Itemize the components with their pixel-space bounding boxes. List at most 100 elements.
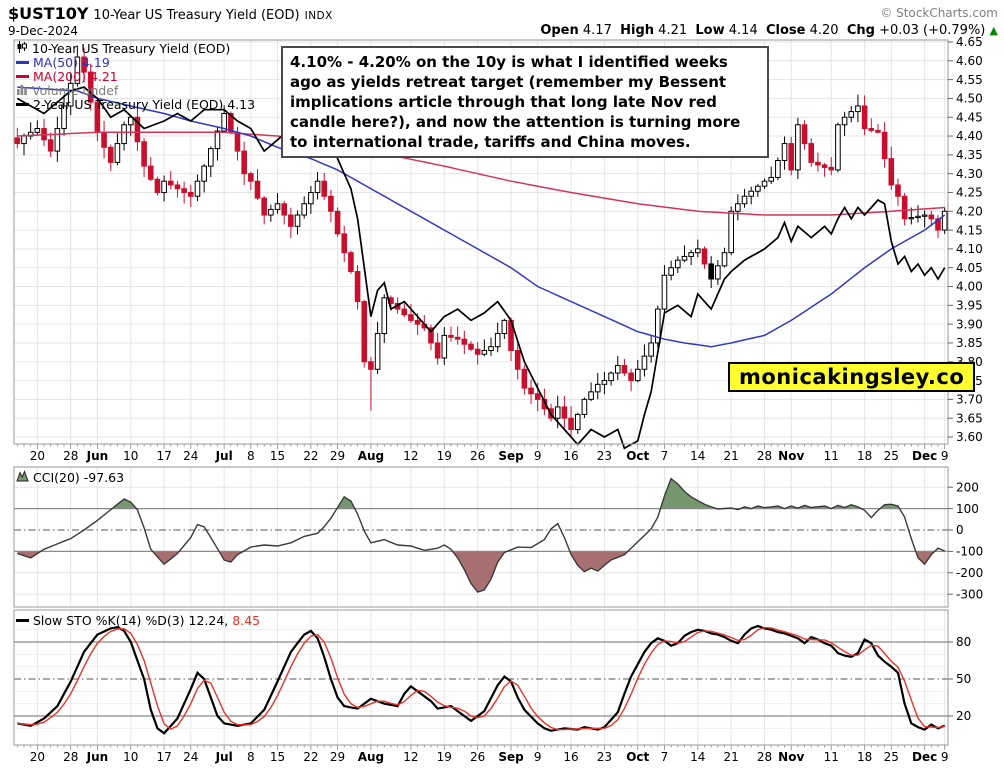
close-label: Close xyxy=(765,23,806,38)
svg-text:Aug: Aug xyxy=(358,449,384,463)
cci-oversold-fill xyxy=(17,551,945,593)
svg-text:Aug: Aug xyxy=(358,750,384,764)
svg-text:23: 23 xyxy=(597,750,612,764)
legend-row-ma50: MA(50) 4.19 xyxy=(16,54,255,70)
svg-text:19: 19 xyxy=(437,750,452,764)
legend-row-2y: 2-Year US Treasury Yield (EOD) 4.13 xyxy=(16,96,256,112)
cci-panel xyxy=(14,477,948,593)
legend-ma50-label: MA(50) 4.19 xyxy=(33,54,110,70)
svg-text:3.70: 3.70 xyxy=(956,393,983,407)
ust2y-line xyxy=(16,86,946,450)
svg-text:8: 8 xyxy=(247,750,255,764)
legend-row-10y: 10-Year US Treasury Yield (EOD) xyxy=(16,40,255,56)
svg-text:3.95: 3.95 xyxy=(956,299,983,313)
svg-text:3.85: 3.85 xyxy=(956,336,983,350)
close-value: 4.20 xyxy=(809,23,839,38)
svg-text:16: 16 xyxy=(563,750,578,764)
svg-text:-200: -200 xyxy=(956,566,983,580)
legend-row-ma200: MA(200) 4.21 xyxy=(16,69,255,84)
cci-line xyxy=(17,477,945,593)
svg-text:4.65: 4.65 xyxy=(956,35,983,49)
candlestick-icon xyxy=(16,40,28,56)
svg-text:7: 7 xyxy=(661,750,669,764)
svg-text:26: 26 xyxy=(470,449,485,463)
open-label: Open xyxy=(540,23,579,38)
chg-value: +0.03 (+0.79%) xyxy=(879,23,986,38)
candlestick-series xyxy=(14,45,948,437)
sto-legend-label: Slow STO %K(14) %D(3) 12.24, xyxy=(33,613,229,628)
svg-text:200: 200 xyxy=(956,480,979,494)
svg-text:Jun: Jun xyxy=(86,750,109,764)
svg-text:16: 16 xyxy=(563,449,578,463)
svg-text:15: 15 xyxy=(270,449,285,463)
svg-text:3.65: 3.65 xyxy=(956,411,983,425)
svg-text:-300: -300 xyxy=(956,587,983,601)
svg-text:17: 17 xyxy=(156,750,171,764)
low-value: 4.14 xyxy=(728,23,758,38)
legend-2y-label: 2-Year US Treasury Yield (EOD) 4.13 xyxy=(33,96,256,112)
svg-text:50: 50 xyxy=(956,672,971,686)
legend-volume-label: Volume undef xyxy=(32,82,119,98)
cci-panel-legend: CCI(20) -97.63 xyxy=(16,470,124,485)
svg-text:4.30: 4.30 xyxy=(956,167,983,181)
svg-text:Oct: Oct xyxy=(626,449,649,463)
svg-text:14: 14 xyxy=(690,750,705,764)
svg-text:12: 12 xyxy=(403,449,418,463)
high-label: High xyxy=(620,23,655,38)
svg-text:20: 20 xyxy=(30,750,45,764)
svg-text:4.60: 4.60 xyxy=(956,54,983,68)
svg-text:22: 22 xyxy=(303,449,318,463)
sto-line-icon xyxy=(16,619,29,622)
svg-text:4.25: 4.25 xyxy=(956,186,983,200)
svg-text:3.60: 3.60 xyxy=(956,430,983,444)
svg-text:10: 10 xyxy=(123,750,138,764)
svg-text:4.35: 4.35 xyxy=(956,148,983,162)
main-price-panel xyxy=(14,45,948,450)
svg-text:4.10: 4.10 xyxy=(956,242,983,256)
sto-panel xyxy=(14,624,948,735)
symbol-ticker: $UST10Y xyxy=(8,4,89,23)
svg-text:22: 22 xyxy=(303,750,318,764)
quote-line: Open 4.17 High 4.21 Low 4.14 Close 4.20 … xyxy=(540,23,998,38)
sto-k-line xyxy=(17,624,946,735)
svg-text:Sep: Sep xyxy=(498,449,524,463)
svg-text:Dec: Dec xyxy=(912,750,937,764)
watermark-badge: monicakingsley.co xyxy=(728,362,976,392)
sto-d-value: 8.45 xyxy=(232,613,261,628)
svg-text:7: 7 xyxy=(661,449,669,463)
svg-text:4.00: 4.00 xyxy=(956,280,983,294)
svg-text:24: 24 xyxy=(183,449,198,463)
svg-text:4.40: 4.40 xyxy=(956,129,983,143)
svg-text:Sep: Sep xyxy=(498,750,524,764)
ma200-line xyxy=(17,131,945,216)
svg-text:20: 20 xyxy=(956,709,971,723)
svg-text:4.20: 4.20 xyxy=(956,204,983,218)
symbol-title: 10-Year US Treasury Yield (EOD) xyxy=(93,8,300,23)
ma50-line-icon xyxy=(16,60,29,64)
svg-text:100: 100 xyxy=(956,502,979,516)
svg-text:24: 24 xyxy=(183,750,198,764)
svg-text:4.45: 4.45 xyxy=(956,110,983,124)
svg-text:Jul: Jul xyxy=(215,750,233,764)
chart-date: 9-Dec-2024 xyxy=(8,24,79,38)
ma200-line-icon xyxy=(16,74,29,78)
svg-text:4.55: 4.55 xyxy=(956,73,983,87)
author-annotation-box: 4.10% - 4.20% on the 10y is what I ident… xyxy=(281,46,769,158)
sto-panel-legend: Slow STO %K(14) %D(3) 12.24, 8.45 xyxy=(16,613,260,628)
svg-text:8: 8 xyxy=(247,449,255,463)
svg-text:21: 21 xyxy=(724,449,739,463)
chg-up-icon: ▲ xyxy=(989,24,998,37)
svg-text:9: 9 xyxy=(941,750,949,764)
cci-area-icon xyxy=(16,470,29,485)
svg-text:0: 0 xyxy=(956,523,964,537)
svg-text:25: 25 xyxy=(884,449,899,463)
svg-text:19: 19 xyxy=(437,449,452,463)
svg-text:Nov: Nov xyxy=(778,750,804,764)
svg-text:9: 9 xyxy=(534,449,542,463)
svg-text:11: 11 xyxy=(824,750,839,764)
svg-text:11: 11 xyxy=(824,449,839,463)
ust2y-line-icon xyxy=(16,102,29,106)
svg-text:-100: -100 xyxy=(956,545,983,559)
svg-text:18: 18 xyxy=(857,449,872,463)
